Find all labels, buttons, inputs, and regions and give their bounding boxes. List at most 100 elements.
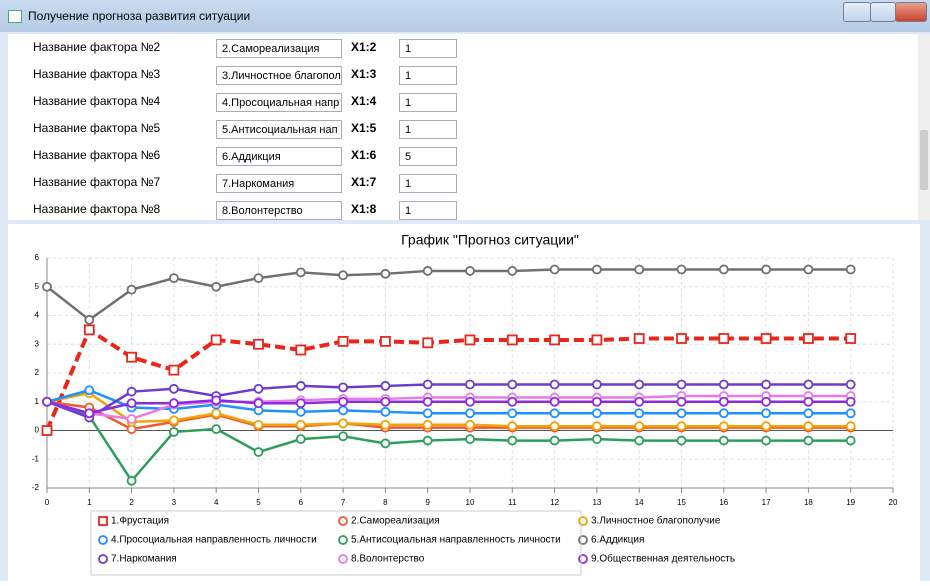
x-tick-label: 4 (214, 498, 219, 507)
series-line (45, 326, 851, 432)
scroll-thumb[interactable] (920, 130, 928, 190)
factor-input[interactable]: 6.Аддикция (216, 147, 342, 166)
series-line (46, 383, 851, 419)
point (338, 270, 349, 281)
point (634, 379, 645, 390)
point (507, 421, 518, 432)
y-tick-label: 5 (35, 282, 40, 291)
point (168, 415, 179, 426)
point (633, 333, 645, 344)
point (338, 382, 349, 393)
point (211, 281, 222, 292)
minimize-button[interactable] (843, 2, 871, 22)
y-tick-label: 0 (35, 426, 40, 435)
point (592, 379, 602, 390)
legend-marker (578, 535, 588, 545)
point (380, 396, 391, 407)
point (253, 447, 264, 457)
point (338, 396, 349, 407)
point (803, 396, 814, 407)
x-tick-label: 3 (172, 498, 177, 507)
point (422, 337, 434, 349)
point (761, 435, 771, 446)
legend-label: 9.Общественная деятельность (591, 553, 735, 565)
point (761, 421, 771, 432)
point (549, 379, 560, 390)
value-input[interactable]: 1 (399, 39, 457, 58)
factor-input[interactable]: 5.Антисоциальная нап (216, 120, 342, 139)
factor-code: X1:8 (351, 202, 377, 216)
point (253, 338, 264, 350)
point (295, 267, 306, 278)
x-tick-label: 9 (425, 498, 430, 507)
point (337, 335, 349, 347)
point (295, 434, 306, 445)
point (253, 419, 264, 430)
point (295, 381, 306, 391)
factor-input[interactable]: 3.Личностное благопол (216, 66, 342, 85)
point (845, 379, 856, 390)
point (338, 405, 349, 416)
point (253, 273, 264, 284)
point (295, 398, 306, 409)
point (761, 379, 771, 390)
factor-label: Название фактора №3 (33, 67, 161, 81)
scrollbar[interactable] (918, 34, 930, 220)
point (507, 396, 518, 407)
point (507, 379, 518, 390)
point (465, 408, 475, 419)
point (676, 396, 687, 407)
point (422, 435, 433, 446)
series-line (46, 268, 851, 322)
point (634, 435, 645, 446)
y-tick-label: -2 (32, 483, 40, 492)
point (676, 408, 687, 419)
factor-input[interactable]: 4.Просоциальная напр (216, 93, 342, 112)
factor-input[interactable]: 7.Наркомания (216, 174, 342, 193)
point (718, 333, 730, 344)
value-input[interactable]: 5 (399, 147, 457, 166)
x-tick-label: 11 (508, 498, 517, 507)
legend-label: 4.Просоциальная направленность личности (111, 535, 317, 546)
factor-code: X1:5 (351, 121, 377, 135)
value-input[interactable]: 1 (399, 120, 457, 139)
point (253, 398, 264, 409)
value-input[interactable]: 1 (399, 201, 457, 220)
factor-label: Название фактора №5 (33, 121, 161, 135)
point (295, 406, 306, 417)
chart-panel: График "Прогноз ситуации" -2 -1 0 1 2 3 4 5 6 0 1 2… (8, 224, 920, 581)
point (760, 333, 772, 344)
point (803, 408, 814, 419)
maximize-button[interactable] (870, 2, 896, 22)
point (168, 364, 180, 376)
value-input[interactable]: 1 (399, 93, 457, 112)
point (803, 264, 814, 275)
close-button[interactable] (895, 2, 927, 22)
x-tick-label: 19 (846, 498, 855, 507)
point (507, 435, 518, 446)
title-bar: Получение прогноза развития ситуации (0, 0, 930, 32)
point (168, 273, 179, 284)
factor-code: X1:3 (351, 67, 377, 81)
legend-label: 5.Антисоциальная направленность личности (351, 535, 561, 546)
point (464, 334, 476, 346)
point (84, 408, 95, 419)
point (380, 406, 391, 417)
legend-box (90, 510, 582, 576)
point (42, 281, 52, 292)
point (676, 264, 687, 275)
value-input[interactable]: 1 (399, 66, 457, 85)
point (761, 396, 771, 407)
point (465, 434, 475, 445)
factor-input[interactable]: 2.Самореализация (216, 39, 342, 58)
factor-label: Название фактора №6 (33, 148, 161, 162)
point (718, 379, 729, 390)
point (422, 396, 433, 407)
x-tick-label: 5 (256, 498, 261, 507)
legend-label: 6.Аддикция (591, 535, 644, 546)
point (549, 408, 560, 419)
factor-input[interactable]: 8.Волонтерство (216, 201, 342, 220)
x-tick-label: 12 (550, 498, 559, 507)
value-input[interactable]: 1 (399, 174, 457, 193)
